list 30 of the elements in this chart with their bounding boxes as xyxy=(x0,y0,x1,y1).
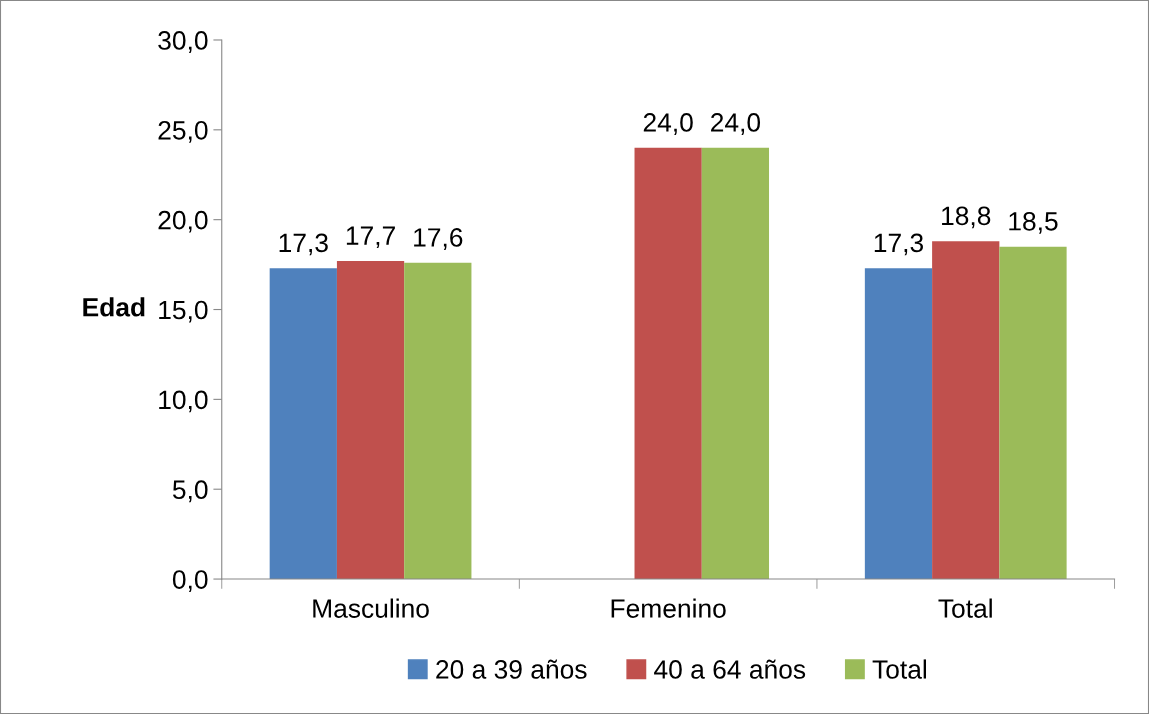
y-tick-label: 10,0 xyxy=(159,390,208,413)
bar xyxy=(336,261,405,580)
data-label: 24,0 xyxy=(643,113,693,135)
bar xyxy=(701,147,770,580)
y-axis-title: Edad xyxy=(83,297,145,317)
y-tick-label: 20,0 xyxy=(158,210,208,233)
y-tick-label: 30,0 xyxy=(158,31,208,53)
bar xyxy=(864,268,933,580)
bar xyxy=(404,262,472,580)
legend-label: Total xyxy=(872,659,926,679)
y-tick-label: 15,0 xyxy=(159,300,208,323)
data-label: 24,0 xyxy=(711,113,761,135)
bar xyxy=(932,241,1000,580)
data-label: 17,6 xyxy=(414,228,463,250)
x-tick-label: Total xyxy=(938,598,992,618)
bar xyxy=(269,268,337,580)
data-label: 18,5 xyxy=(1009,211,1058,234)
y-tick-label: 0,0 xyxy=(172,570,208,592)
bar xyxy=(999,246,1067,580)
y-tick-label: 5,0 xyxy=(172,480,208,503)
data-label: 17,3 xyxy=(279,233,328,256)
x-tick-label: Masculino xyxy=(313,598,429,618)
data-label: 17,3 xyxy=(874,233,923,256)
x-tick-label: Femenino xyxy=(611,598,726,618)
data-label: 17,7 xyxy=(346,226,395,249)
legend-label: 40 a 64 años xyxy=(654,659,806,679)
data-label: 18,8 xyxy=(942,206,991,229)
bar xyxy=(634,147,702,580)
legend-label: 20 a 39 años xyxy=(436,659,587,679)
y-tick-label: 25,0 xyxy=(158,120,208,143)
